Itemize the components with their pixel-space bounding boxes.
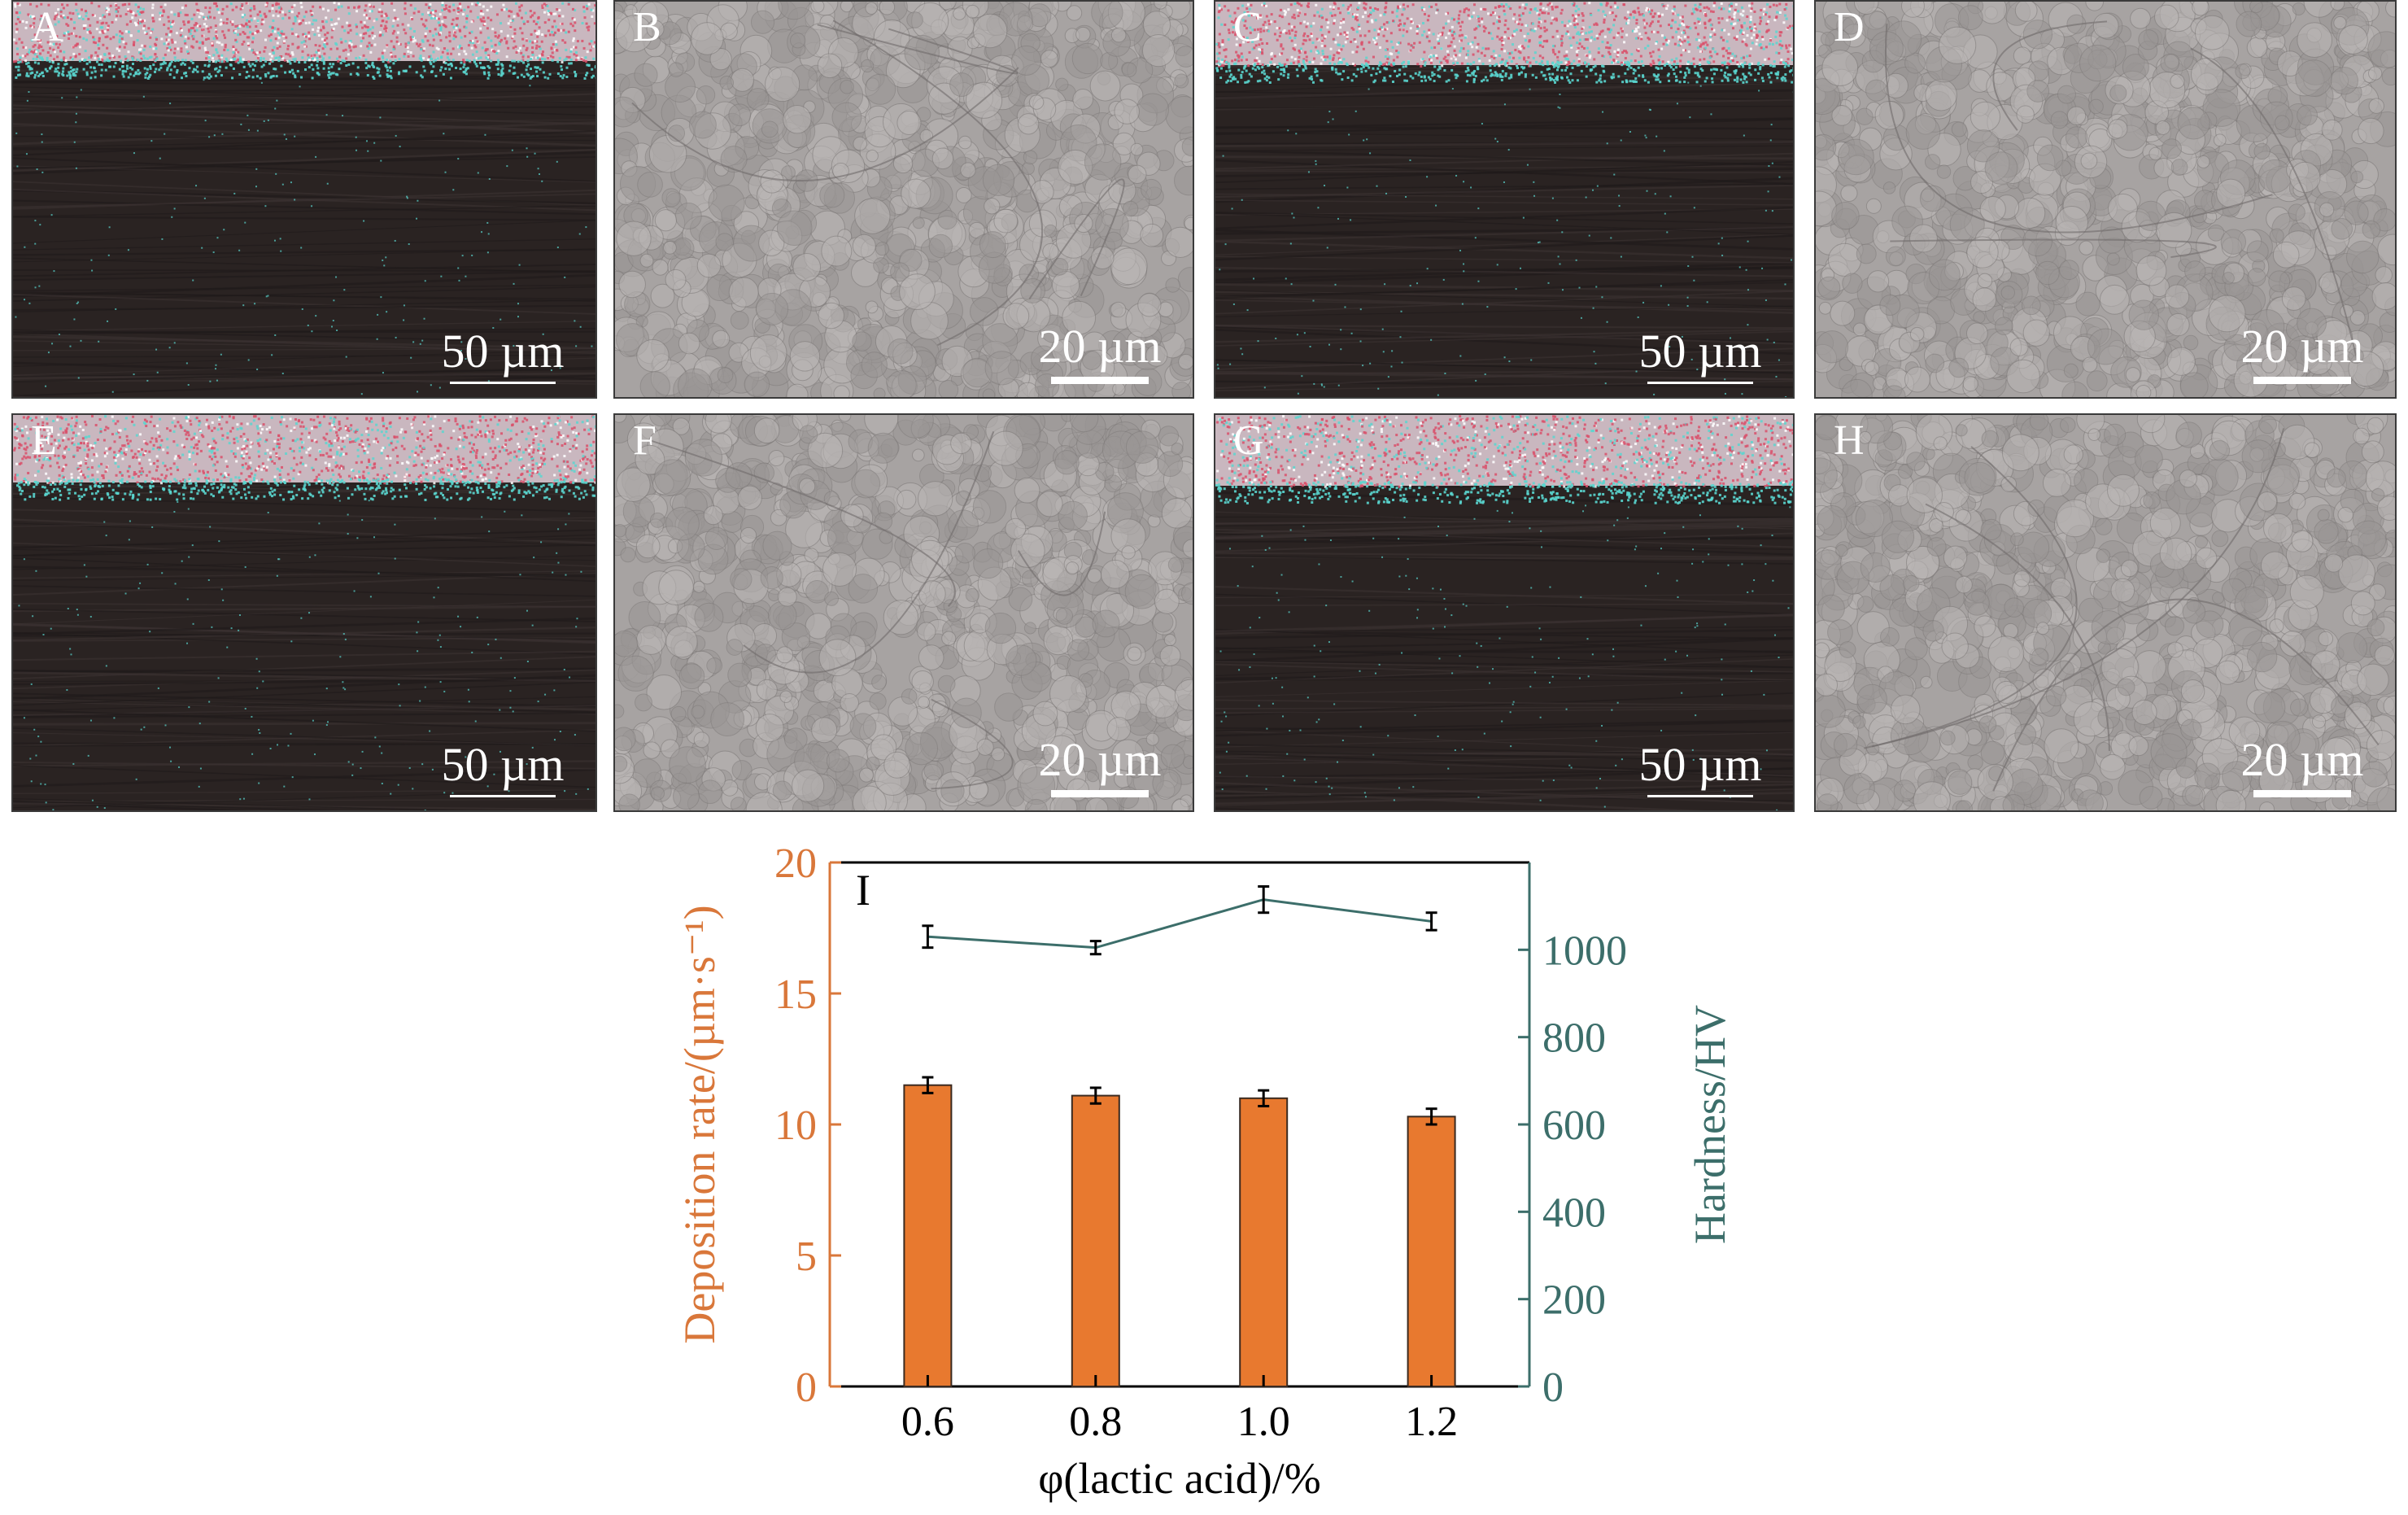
scale-bar-label: 20 µm [2221, 736, 2384, 784]
panel-label: A [31, 7, 62, 49]
panel-label: D [1834, 7, 1865, 49]
panel-g: G 50 µm [1214, 413, 1795, 812]
scale-bar-line [450, 382, 556, 384]
panel-c: C 50 µm [1214, 0, 1795, 399]
scale-bar: 50 µm [1619, 741, 1782, 797]
scale-bar-label: 50 µm [1619, 741, 1782, 788]
panel-a: A 50 µm [11, 0, 597, 399]
x-tick-label: 1.2 [1405, 1399, 1458, 1445]
scale-bar-line [450, 795, 556, 797]
scale-bar-label: 50 µm [421, 328, 584, 375]
scale-bar-line [1647, 795, 1753, 797]
right-tick-label: 400 [1542, 1190, 1606, 1236]
bar [1240, 1098, 1287, 1386]
right-tick-label: 200 [1542, 1277, 1606, 1324]
x-tick-label: 0.8 [1069, 1399, 1122, 1445]
x-axis-title: φ(lactic acid)/% [1038, 1454, 1320, 1503]
scale-bar-line [2253, 790, 2351, 797]
panel-label: C [1233, 7, 1262, 49]
scale-bar: 20 µm [2221, 323, 2384, 384]
left-axis-title: Deposition rate/(µm·s⁻¹) [675, 905, 724, 1343]
scale-bar-line [1051, 790, 1149, 797]
left-tick-label: 20 [774, 840, 817, 887]
scale-bar: 50 µm [421, 741, 584, 797]
panel-label: G [1233, 420, 1264, 462]
bar [1072, 1096, 1119, 1386]
bar [1408, 1116, 1455, 1386]
x-tick-label: 1.0 [1237, 1399, 1290, 1445]
right-tick-label: 1000 [1542, 928, 1627, 974]
left-tick-label: 5 [796, 1233, 817, 1280]
panel-h: H 20 µm [1814, 413, 2397, 812]
left-tick-label: 15 [774, 971, 817, 1018]
scale-bar-label: 20 µm [1019, 323, 1181, 370]
panel-d: D 20 µm [1814, 0, 2397, 399]
hardness-line [927, 900, 1431, 948]
panel-label: E [31, 420, 57, 462]
scale-bar-label: 50 µm [1619, 328, 1782, 375]
panel-label: H [1834, 420, 1865, 462]
scale-bar-label: 20 µm [2221, 323, 2384, 370]
scale-bar-line [1051, 377, 1149, 384]
panel-b: B 20 µm [613, 0, 1194, 399]
right-tick-label: 0 [1542, 1364, 1564, 1411]
chart-panel-label: I [856, 866, 870, 915]
scale-bar-line [1647, 382, 1753, 384]
left-tick-label: 10 [774, 1102, 817, 1149]
panel-f: F 20 µm [613, 413, 1194, 812]
scale-bar: 50 µm [421, 328, 584, 384]
scale-bar-line [2253, 377, 2351, 384]
panel-e: E 50 µm [11, 413, 597, 812]
left-tick-label: 0 [796, 1364, 817, 1411]
right-axis-title: Hardness/HV [1686, 1005, 1734, 1244]
scale-bar: 20 µm [1019, 736, 1181, 797]
panel-label: F [633, 420, 657, 462]
x-tick-label: 0.6 [901, 1399, 954, 1445]
scale-bar: 50 µm [1619, 328, 1782, 384]
scale-bar: 20 µm [2221, 736, 2384, 797]
right-tick-label: 800 [1542, 1015, 1606, 1062]
panel-label: B [633, 7, 661, 49]
scale-bar: 20 µm [1019, 323, 1181, 384]
scale-bar-label: 20 µm [1019, 736, 1181, 784]
right-tick-label: 600 [1542, 1102, 1606, 1149]
bar [904, 1085, 951, 1386]
scale-bar-label: 50 µm [421, 741, 584, 788]
